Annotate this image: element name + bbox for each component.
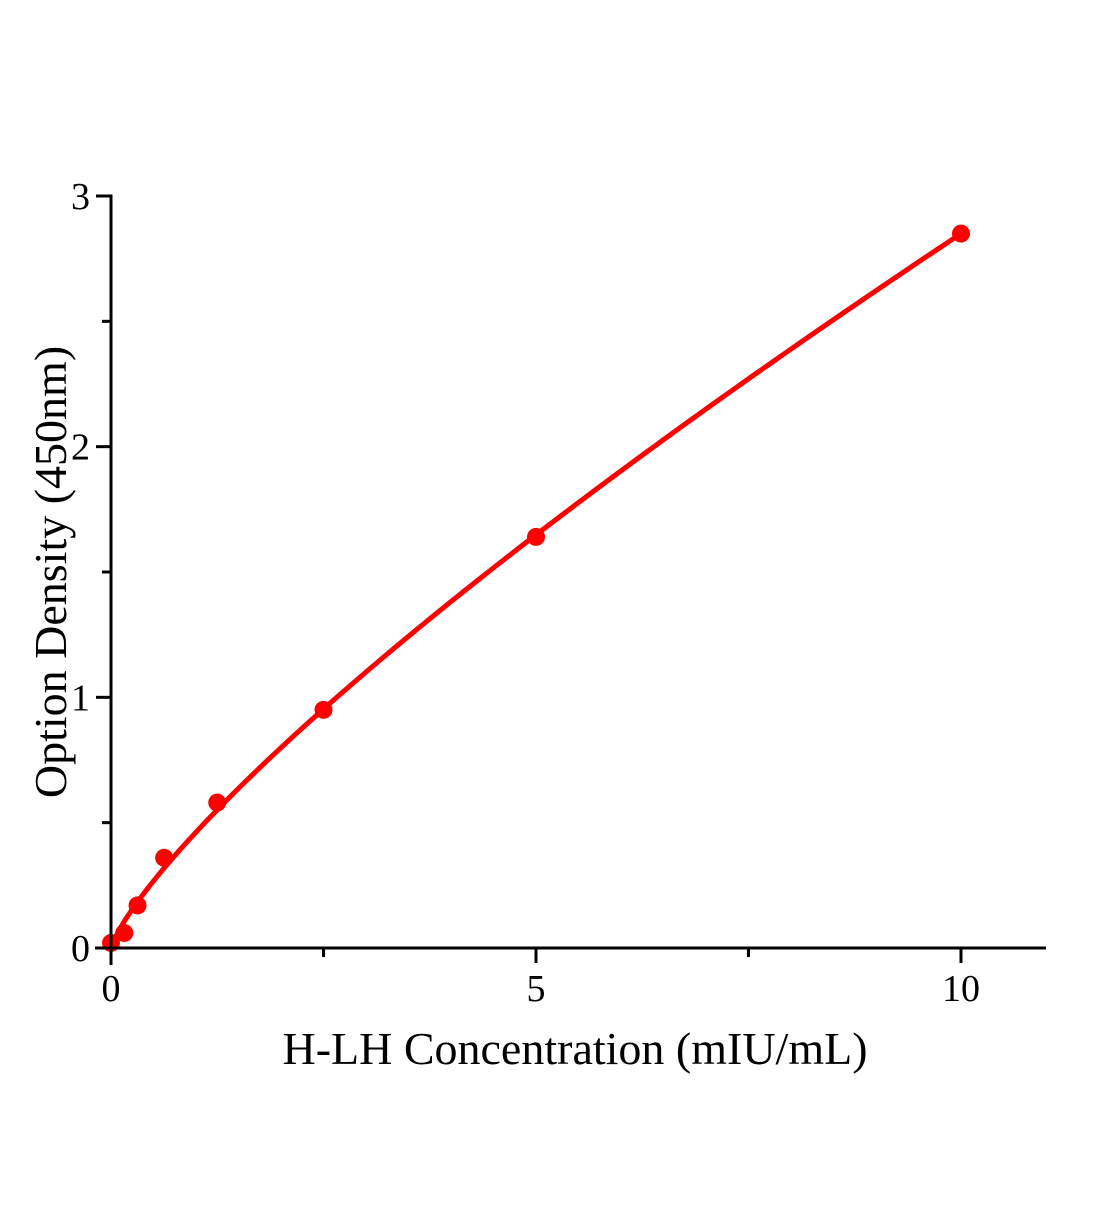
y-tick-label: 0 xyxy=(71,928,90,970)
y-tick-label: 3 xyxy=(71,176,90,218)
fit-curve xyxy=(108,231,964,951)
y-tick-label: 2 xyxy=(71,427,90,469)
data-point xyxy=(314,700,333,719)
x-axis-title: H-LH Concentration (mIU/mL) xyxy=(282,1023,867,1074)
data-point xyxy=(208,793,227,812)
data-point xyxy=(527,527,545,546)
x-tick-label: 10 xyxy=(942,968,980,1010)
data-point xyxy=(952,224,970,243)
x-tick-label: 0 xyxy=(102,968,121,1010)
y-tick-label: 1 xyxy=(71,677,90,719)
data-point xyxy=(115,923,134,942)
data-point xyxy=(128,896,147,915)
data-point xyxy=(155,848,174,867)
y-axis-title: Option Density (450nm) xyxy=(25,346,76,798)
x-tick-label: 5 xyxy=(527,968,546,1010)
